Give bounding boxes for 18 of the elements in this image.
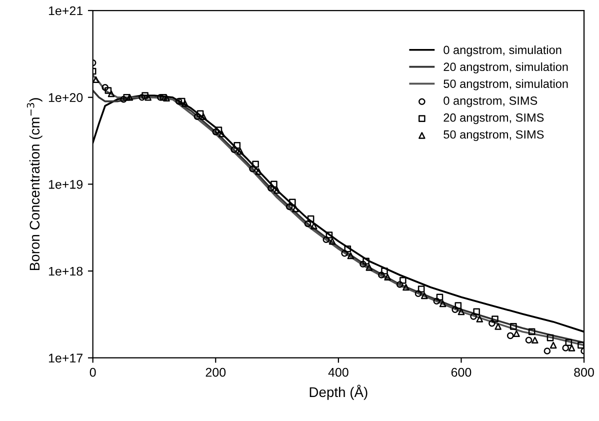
x-tick-label: 600 [451, 368, 472, 377]
x-tick-label: 0 [90, 368, 96, 377]
x-tick-label: 400 [328, 368, 348, 377]
legend-label: 0 angstrom, simulation [444, 45, 562, 56]
legend-label: 20 angstrom, SIMS [444, 113, 544, 124]
legend-label: 20 angstrom, simulation [444, 62, 568, 74]
legend-label: 50 angstrom, simulation [444, 79, 568, 90]
x-tick-label: 800 [574, 368, 594, 377]
x-axis-title: Depth (Å) [310, 384, 368, 400]
legend-label: 50 angstrom, SIMS [444, 130, 544, 142]
x-tick-label: 200 [206, 368, 226, 377]
y-tick-label: 1e+19 [48, 180, 83, 189]
legend-label: 0 angstrom, SIMS [444, 96, 538, 108]
y-tick-label: 1e+20 [48, 93, 83, 102]
y-tick-label: 1e+21 [48, 6, 83, 16]
y-axis-title: Boron Concentration (cm$^{−3}$) [26, 98, 42, 270]
y-tick-label: 1e+18 [48, 266, 83, 276]
y-tick-label: 1e+17 [48, 354, 82, 362]
